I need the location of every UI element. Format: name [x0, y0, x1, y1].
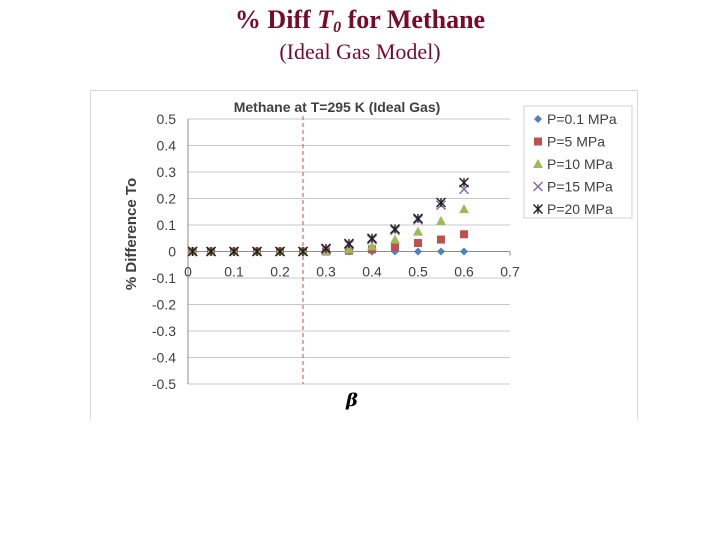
legend-label: P=15 MPa — [547, 179, 613, 195]
data-point — [344, 238, 354, 249]
axis-layer: 0.5 0.4 0.3 0.2 0.1 0 -0.1 -0.2 -0.3 -0.4 -0.5 0 0.1… — [152, 111, 520, 392]
data-point — [414, 247, 422, 256]
y-axis-label: % Difference To — [123, 178, 140, 290]
marker-layer — [187, 177, 469, 257]
chart-title: Methane at T=295 K (Ideal Gas) — [234, 99, 441, 115]
legend: P=0.1 MPa P=5 MPa P=10 MPa P=15 MPa P=20 MPa — [523, 105, 633, 219]
y-tick-label: 0 — [168, 244, 176, 260]
y-tick-label: -0.2 — [152, 297, 176, 313]
data-point — [390, 223, 400, 234]
data-point — [187, 246, 198, 257]
data-point — [367, 241, 377, 251]
data-point — [390, 234, 400, 244]
x-tick-label: 0.6 — [454, 264, 474, 280]
data-point — [206, 246, 216, 257]
legend-marker — [534, 137, 542, 146]
data-point — [436, 216, 446, 226]
data-point — [321, 243, 331, 254]
x-tick-label: 0 — [184, 264, 192, 280]
data-point — [460, 230, 468, 239]
slide-subtitle: (Ideal Gas Model) — [279, 39, 441, 64]
x-tick-label: 0.2 — [270, 264, 290, 280]
legend-label: P=0.1 MPa — [547, 111, 617, 127]
x-axis-label: β — [345, 390, 358, 411]
data-point — [459, 177, 469, 188]
data-point — [437, 235, 445, 244]
legend-marker — [534, 115, 542, 123]
legend-marker — [533, 181, 543, 192]
slide-title-subscript: 0 — [333, 19, 342, 36]
legend-box — [523, 105, 633, 219]
x-tick-label: 0.4 — [362, 264, 382, 280]
slide-title-suffix: for Methane — [341, 5, 486, 34]
legend-label: P=20 MPa — [547, 201, 613, 217]
x-tick-label: 0.3 — [316, 264, 336, 280]
data-point — [414, 239, 422, 248]
y-tick-label: 0.5 — [157, 111, 177, 127]
data-point — [229, 246, 239, 257]
slide-title-prefix: % Diff — [234, 5, 318, 34]
y-tick-label: 0.1 — [157, 217, 177, 233]
data-point — [437, 247, 445, 256]
y-tick-label: -0.3 — [152, 323, 176, 339]
data-point — [436, 197, 446, 208]
data-point — [275, 246, 285, 257]
slide-title-variable: T — [317, 5, 334, 34]
data-point — [252, 246, 262, 257]
y-tick-label: -0.1 — [152, 270, 176, 286]
data-point — [460, 247, 468, 256]
data-point — [367, 233, 377, 244]
legend-marker — [533, 204, 543, 214]
data-point — [344, 244, 354, 254]
data-point — [459, 204, 469, 214]
y-tick-label: -0.4 — [152, 350, 176, 366]
marker-stroke — [533, 181, 543, 192]
x-tick-label: 0.5 — [408, 264, 428, 280]
data-point — [413, 213, 423, 224]
data-point — [413, 226, 423, 236]
x-tick-label: 0.7 — [500, 264, 520, 280]
legend-marker — [533, 159, 543, 168]
x-tick-label: 0.1 — [224, 264, 244, 280]
legend-label: P=5 MPa — [547, 134, 605, 150]
y-tick-label: 0.2 — [157, 191, 177, 207]
legend-label: P=10 MPa — [547, 156, 613, 172]
y-tick-label: 0.3 — [157, 164, 177, 180]
y-tick-label: -0.5 — [152, 376, 176, 392]
y-tick-label: 0.4 — [157, 138, 177, 154]
slide-title: % Diff T0 for Methane — [0, 4, 720, 44]
data-point — [391, 242, 399, 251]
data-point — [298, 246, 308, 257]
